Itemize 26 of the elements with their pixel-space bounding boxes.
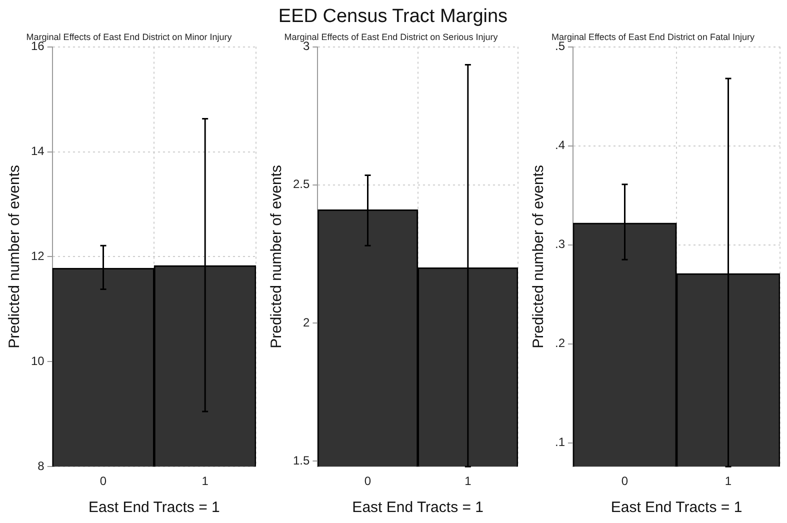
- x-tick-label: 0: [621, 474, 628, 488]
- y-tick-label: 12: [30, 249, 45, 264]
- chart-title: EED Census Tract Margins: [277, 5, 509, 29]
- x-axis-title: East End Tracts = 1: [352, 499, 484, 516]
- chart-subtitle: Marginal Effects of East End District on Fatal Injury: [552, 32, 755, 42]
- y-tick-label: 8: [38, 458, 45, 473]
- y-tick-label: .5: [554, 39, 566, 54]
- x-tick-label: 0: [100, 474, 107, 488]
- y-tick-label: 2.5: [292, 177, 310, 192]
- y-axis-title: Predicted number of events: [268, 164, 286, 348]
- y-tick-label: .2: [554, 336, 566, 350]
- y-axis-title: Predicted number of events: [530, 164, 548, 348]
- x-axis-title: East End Tracts = 1: [610, 499, 742, 516]
- y-tick-label: .4: [554, 138, 566, 152]
- y-tick-label: 14: [30, 144, 45, 158]
- y-tick-label: .3: [554, 237, 566, 252]
- x-axis-title: East End Tracts = 1: [88, 499, 220, 516]
- x-tick-label: 1: [202, 474, 209, 488]
- x-tick-label: 1: [464, 474, 472, 488]
- y-tick-label: 2: [302, 315, 310, 330]
- y-tick-label: .1: [554, 435, 566, 450]
- x-tick-label: 0: [364, 474, 372, 488]
- y-axis-title: Predicted number of events: [6, 164, 24, 348]
- y-tick-label: 10: [30, 354, 45, 368]
- y-tick-label: 1.5: [292, 453, 310, 468]
- x-tick-label: 1: [724, 474, 732, 488]
